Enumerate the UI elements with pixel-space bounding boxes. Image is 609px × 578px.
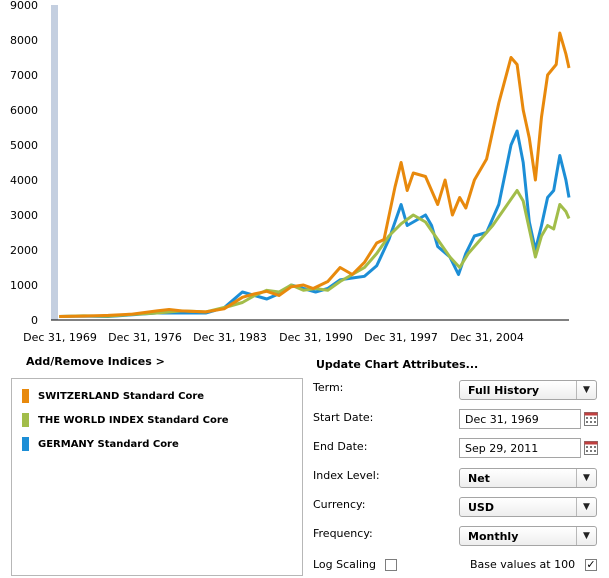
y-tick-label: 3000 [10,209,38,222]
chevron-down-icon[interactable]: ▼ [576,381,596,399]
start-date-input[interactable]: Dec 31, 1969 [459,409,581,429]
y-tick-label: 4000 [10,174,38,187]
calendar-icon[interactable] [584,441,598,455]
base-values-label: Base values at 100 [470,558,576,571]
series-line-the-world-index-standard-core [59,189,571,318]
performance-chart: 9000 8000 7000 6000 5000 4000 3000 2000 1000 0 De… [10,0,571,344]
legend-swatch [22,413,29,427]
add-remove-indices-link[interactable]: Add/Remove Indices > [26,355,165,368]
index-level-value: Net [468,471,490,485]
currency-value: USD [468,500,494,514]
index-level-label: Index Level: [313,469,380,482]
log-scaling-checkbox[interactable] [385,559,397,571]
legend-item-germany: GERMANY Standard Core [22,437,179,451]
x-tick-label: Dec 31, 1997 [364,331,438,344]
frequency-label: Frequency: [313,527,373,540]
legend-box: SWITZERLAND Standard Core THE WORLD INDE… [11,378,303,576]
legend-swatch [22,389,29,403]
series-lines [59,31,571,318]
y-tick-label: 7000 [10,69,38,82]
frequency-select[interactable]: Monthly ▼ [459,526,597,546]
legend-label: THE WORLD INDEX Standard Core [38,414,229,426]
legend-label: SWITZERLAND Standard Core [38,390,205,402]
legend-item-switzerland: SWITZERLAND Standard Core [22,389,204,403]
y-tick-label: 8000 [10,34,38,47]
term-label: Term: [313,381,344,394]
checkmark-icon: ✓ [586,558,596,571]
x-tick-label: Dec 31, 2004 [450,331,524,344]
chevron-down-icon[interactable]: ▼ [576,498,596,516]
legend-label: GERMANY Standard Core [38,438,179,450]
y-axis: 9000 8000 7000 6000 5000 4000 3000 2000 1000 0 [10,0,38,327]
update-chart-attributes-title: Update Chart Attributes... [316,358,479,371]
legend-item-world-index: THE WORLD INDEX Standard Core [22,413,229,427]
base-values-checkbox[interactable]: ✓ [585,559,597,571]
log-scaling-label: Log Scaling [313,558,376,571]
start-date-label: Start Date: [313,411,374,424]
x-tick-label: Dec 31, 1990 [279,331,353,344]
frequency-value: Monthly [468,529,519,543]
legend-swatch [22,437,29,451]
x-axis: Dec 31, 1969 Dec 31, 1976 Dec 31, 1983 Dec … [23,331,524,344]
chart-scroll-strip[interactable] [51,5,58,320]
y-tick-label: 5000 [10,139,38,152]
series-line-switzerland-standard-core [59,31,571,318]
term-select-value: Full History [468,383,540,397]
calendar-icon[interactable] [584,412,598,426]
y-tick-label: 2000 [10,244,38,257]
y-tick-label: 6000 [10,104,38,117]
chevron-down-icon[interactable]: ▼ [576,469,596,487]
chevron-down-icon[interactable]: ▼ [576,527,596,545]
y-tick-label: 1000 [10,279,38,292]
end-date-label: End Date: [313,440,368,453]
x-tick-label: Dec 31, 1969 [23,331,97,344]
x-tick-label: Dec 31, 1983 [193,331,267,344]
x-tick-label: Dec 31, 1976 [108,331,182,344]
currency-select[interactable]: USD ▼ [459,497,597,517]
index-level-select[interactable]: Net ▼ [459,468,597,488]
y-tick-label: 9000 [10,0,38,12]
end-date-input[interactable]: Sep 29, 2011 [459,438,581,458]
term-select[interactable]: Full History ▼ [459,380,597,400]
currency-label: Currency: [313,498,366,511]
y-tick-label: 0 [31,314,38,327]
